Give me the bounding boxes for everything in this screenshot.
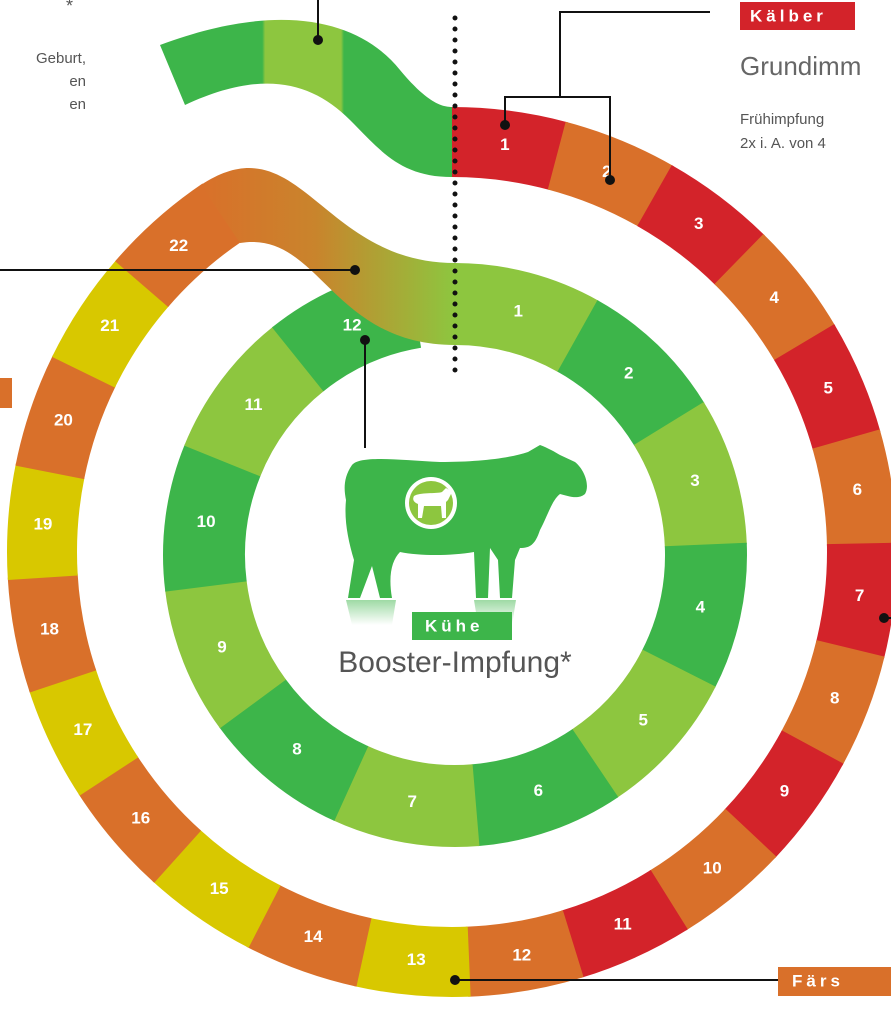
segment-label: 17 [73,720,92,739]
callout-dot [313,35,323,45]
callout-dot [879,613,889,623]
star: * [66,0,73,16]
heading: Grundimm [740,51,861,81]
heading: Booster-Impfung* [338,646,572,679]
badge [0,378,12,408]
callout-dot [605,175,615,185]
segment-label: 18 [40,620,59,639]
badge-text: Färs [792,971,844,990]
segment-label: 4 [769,288,779,307]
infographic: 1234567891011121314151617181920212212345… [0,0,891,1009]
text-line: Geburt, [36,50,86,67]
cow-silhouette [345,445,587,598]
segment-label: 19 [33,514,52,533]
segment-label: 15 [210,879,229,898]
segment-label: 1 [514,302,523,321]
segment-label: 7 [408,792,417,811]
callout-dot [500,120,510,130]
cow-icon [345,445,587,625]
segment-label: 2 [624,363,633,382]
segment-label: 8 [830,688,839,707]
segment-label: 6 [534,781,543,800]
segment-label: 11 [614,914,632,933]
outer-segment [816,543,891,659]
segment-label: 12 [343,316,362,335]
segment-label: 6 [853,480,862,499]
segment-label: 5 [639,710,648,729]
segment-label: 13 [407,950,426,969]
birth-connector [160,20,452,177]
text-line: Frühimpfung [740,111,824,128]
badge-text: Kühe [425,616,484,635]
segment-label: 8 [292,740,301,759]
outer-segment [452,107,568,190]
text-line: 2x i. A. von 4 [740,135,826,152]
segment-label: 9 [780,781,789,800]
segment-label: 22 [169,236,188,255]
segment-label: 10 [703,858,722,877]
text-line: en [69,96,86,113]
segment-label: 20 [54,411,73,430]
segment-label: 21 [100,316,119,335]
segment-label: 10 [197,512,216,531]
badge-text: Kälber [750,6,827,25]
callout-line [560,12,710,97]
segment-label: 5 [824,379,833,398]
segment-label: 12 [512,946,531,965]
segment-label: 3 [690,471,699,490]
segment-label: 14 [304,927,323,946]
segment-label: 11 [245,395,263,414]
callout-dot [350,265,360,275]
callout-dot [450,975,460,985]
text-line: en [69,73,86,90]
segment-label: 16 [131,808,150,827]
segment-label: 7 [855,586,864,605]
segment-label: 4 [696,598,706,617]
segment-label: 1 [500,135,509,154]
callout-dot [360,335,370,345]
segment-label: 3 [694,214,703,233]
segment-label: 9 [217,638,226,657]
